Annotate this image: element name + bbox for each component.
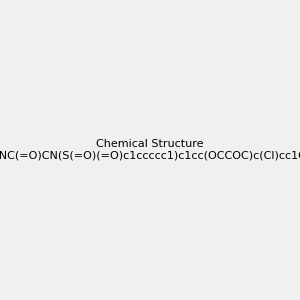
Text: Chemical Structure
CNC(=O)CN(S(=O)(=O)c1ccccc1)c1cc(OCCOC)c(Cl)cc1Cl: Chemical Structure CNC(=O)CN(S(=O)(=O)c1… [0, 139, 300, 161]
